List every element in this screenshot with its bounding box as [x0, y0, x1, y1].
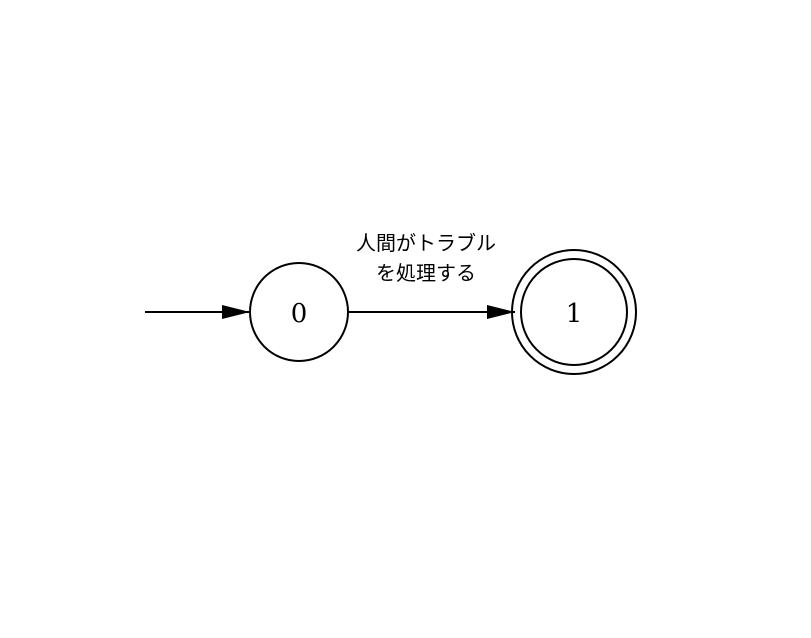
state-0-label: 0 — [291, 299, 308, 329]
state-1-inner-circle — [520, 258, 628, 366]
state-1: 1 — [511, 249, 637, 375]
transition-label-line1: 人間がトラブル — [356, 231, 496, 255]
transition-label-line2: を処理する — [376, 261, 476, 285]
state-1-outer-circle — [511, 249, 637, 375]
state-0: 0 — [249, 262, 349, 362]
state-1-label: 1 — [566, 299, 583, 329]
transition-label: 人間がトラブル を処理する — [356, 231, 496, 285]
